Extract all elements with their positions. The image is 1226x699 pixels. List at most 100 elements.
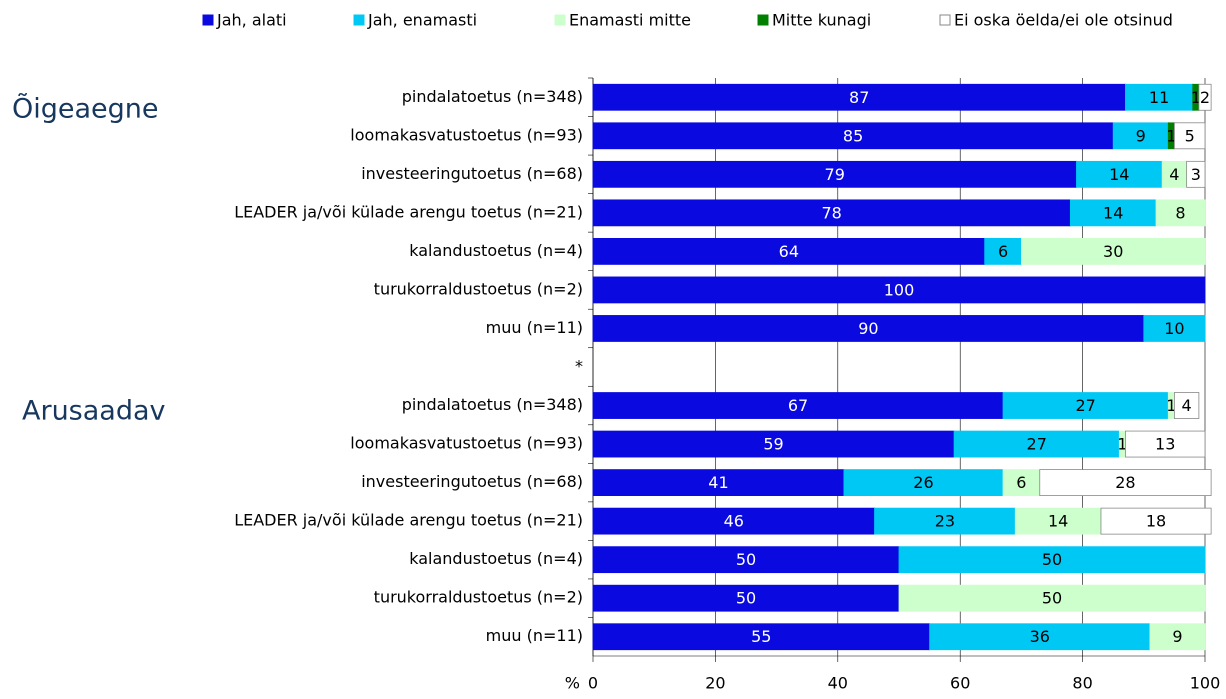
bar-segment (1155, 199, 1206, 227)
data-label: 1 (1191, 88, 1201, 107)
bar-segment (592, 315, 1145, 342)
y-tick-label: kalandustoetus (n=4) (409, 241, 583, 260)
y-tick-label: LEADER ja/või külade arengu toetus (n=21… (234, 511, 583, 530)
data-label: 3 (1191, 165, 1201, 184)
group-label: Arusaadav (22, 396, 166, 427)
data-label: 27 (1075, 396, 1095, 415)
data-label: 6 (1016, 473, 1026, 492)
x-tick-label: 40 (828, 674, 848, 693)
legend-swatch (353, 14, 365, 26)
data-label: 36 (1030, 627, 1050, 646)
bar-segment (1002, 392, 1169, 419)
bar-segment (1149, 623, 1206, 651)
legend-swatch (554, 14, 566, 26)
bar-segment (1143, 315, 1206, 342)
group-label: Õigeaegne (12, 93, 159, 125)
data-label: 2 (1200, 88, 1210, 107)
y-tick-label: * (575, 357, 583, 376)
data-label: 10 (1164, 319, 1184, 338)
bar-segment (1076, 160, 1163, 188)
data-label: 1 (1166, 396, 1176, 415)
bar-segment (1125, 430, 1206, 458)
data-label: 9 (1172, 627, 1182, 646)
bar-segment (592, 160, 1077, 188)
bar-segment (1174, 392, 1200, 419)
data-label: 6 (998, 242, 1008, 261)
data-label: 14 (1103, 203, 1123, 222)
y-tick-label: muu (n=11) (486, 318, 583, 337)
bar-segment (592, 507, 875, 535)
legend-label: Jah, enamasti (367, 11, 477, 30)
bar-segment (1174, 122, 1206, 150)
bar-segment (1021, 237, 1206, 265)
y-tick-label: turukorraldustoetus (n=2) (374, 588, 583, 607)
data-label: 18 (1146, 512, 1166, 531)
y-tick-label: muu (n=11) (486, 626, 583, 645)
data-label: 8 (1175, 203, 1185, 222)
y-tick-label: loomakasvatustoetus (n=93) (350, 125, 583, 144)
data-label: 23 (935, 512, 955, 531)
data-label: 14 (1048, 512, 1068, 531)
bar-segment (1069, 199, 1157, 227)
x-axis-label: % (565, 674, 580, 693)
bar-segment (843, 469, 1004, 497)
data-label: 67 (788, 396, 808, 415)
bar-segment (592, 237, 986, 265)
data-label: 79 (825, 165, 845, 184)
data-label: 11 (1149, 88, 1169, 107)
bar-segment (874, 507, 1016, 535)
y-tick-label: pindalatoetus (n=348) (402, 87, 583, 106)
bar-segment (592, 392, 1004, 419)
y-tick-label: LEADER ja/või külade arengu toetus (n=21… (234, 202, 583, 221)
legend-label: Ei oska öelda/ei ole otsinud (954, 11, 1173, 30)
data-label: 27 (1027, 435, 1047, 454)
data-label: 1 (1117, 435, 1127, 454)
bar-segment (898, 546, 1206, 574)
legend-label: Mitte kunagi (772, 11, 871, 30)
data-label: 87 (849, 88, 869, 107)
bar-segment (984, 237, 1022, 265)
data-label: 4 (1182, 396, 1192, 415)
bar-segment (592, 122, 1114, 150)
bar-segment (953, 430, 1120, 458)
data-label: 50 (1042, 589, 1062, 608)
bar-segment (1161, 160, 1188, 188)
data-label: 4 (1169, 165, 1179, 184)
y-tick-label: loomakasvatustoetus (n=93) (350, 434, 583, 453)
data-label: 50 (736, 589, 756, 608)
y-tick-label: turukorraldustoetus (n=2) (374, 279, 583, 298)
data-label: 30 (1103, 242, 1123, 261)
data-label: 46 (724, 512, 744, 531)
data-label: 100 (884, 280, 915, 299)
data-label: 59 (763, 435, 783, 454)
bar-segment (1112, 122, 1169, 150)
bar-segment (592, 584, 900, 612)
data-label: 5 (1185, 126, 1195, 145)
y-tick-label: pindalatoetus (n=348) (402, 395, 583, 414)
legend-swatch (202, 14, 214, 26)
data-label: 50 (736, 550, 756, 569)
x-tick-label: 20 (705, 674, 725, 693)
legend-label: Enamasti mitte (569, 11, 691, 30)
x-tick-label: 100 (1190, 674, 1221, 693)
data-label: 64 (779, 242, 799, 261)
bar-segment (1100, 507, 1212, 535)
bar-segment (592, 623, 931, 651)
bar-segment (1198, 83, 1212, 111)
data-label: 13 (1155, 435, 1175, 454)
data-label: 50 (1042, 550, 1062, 569)
data-label: 14 (1109, 165, 1129, 184)
y-tick-label: investeeringutoetus (n=68) (361, 472, 583, 491)
x-tick-label: 0 (588, 674, 598, 693)
legend-swatch (939, 14, 951, 26)
bar-segment (592, 83, 1126, 111)
data-label: 78 (822, 203, 842, 222)
data-label: 55 (751, 627, 771, 646)
legend-label: Jah, alati (216, 11, 287, 30)
y-tick-label: investeeringutoetus (n=68) (361, 164, 583, 183)
data-label: 90 (858, 319, 878, 338)
bar-segment (898, 584, 1206, 612)
bar-segment (592, 430, 955, 458)
y-tick-label: kalandustoetus (n=4) (409, 549, 583, 568)
